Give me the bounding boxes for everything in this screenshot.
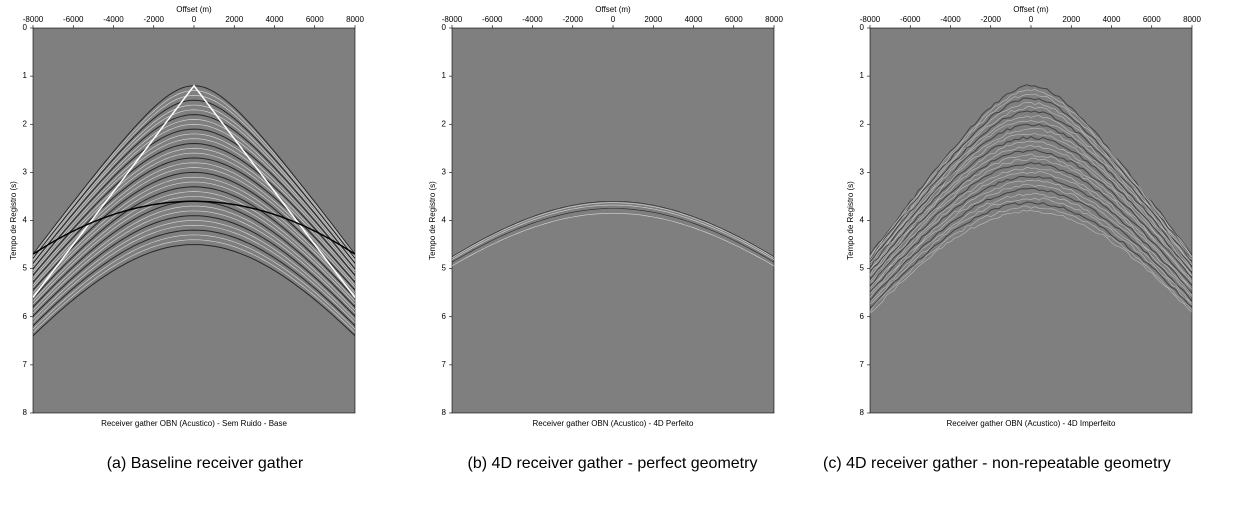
x-axis-label: Offset (m) [176, 5, 212, 14]
y-tick-label: 2 [442, 119, 447, 128]
x-tick-label: 0 [1029, 15, 1034, 24]
y-tick-label: 3 [860, 167, 865, 176]
caption: (b) 4D receiver gather - perfect geometr… [410, 453, 815, 475]
y-tick-label: 3 [23, 167, 28, 176]
x-tick-label: 6000 [306, 15, 324, 24]
y-tick-label: 6 [860, 312, 865, 321]
caption: (c) 4D receiver gather - non-repeatable … [823, 453, 1240, 475]
x-tick-label: 8000 [346, 15, 364, 24]
x-tick-label: 4000 [685, 15, 703, 24]
x-tick-label: 2000 [225, 15, 243, 24]
y-tick-label: 5 [442, 264, 447, 273]
y-tick-label: 0 [442, 23, 447, 32]
x-tick-label: 0 [611, 15, 616, 24]
y-tick-label: 5 [860, 264, 865, 273]
y-tick-label: 1 [23, 71, 28, 80]
y-tick-label: 4 [442, 216, 447, 225]
x-tick-label: 2000 [1062, 15, 1080, 24]
y-axis-label: Tempo de Registro (s) [9, 181, 18, 260]
x-tick-label: 8000 [1183, 15, 1201, 24]
chart-title: Receiver gather OBN (Acustico) - 4D Perf… [533, 419, 694, 428]
y-axis-label: Tempo de Registro (s) [428, 181, 437, 260]
x-tick-label: -6000 [900, 15, 921, 24]
x-tick-label: -6000 [482, 15, 503, 24]
y-tick-label: 4 [23, 216, 28, 225]
x-tick-label: 4000 [266, 15, 284, 24]
y-tick-label: 7 [23, 360, 28, 369]
y-tick-label: 2 [23, 119, 28, 128]
x-tick-label: 8000 [765, 15, 783, 24]
x-tick-label: -4000 [103, 15, 124, 24]
y-tick-label: 8 [860, 408, 865, 417]
x-tick-label: -4000 [522, 15, 543, 24]
y-tick-label: 4 [860, 216, 865, 225]
chart-title: Receiver gather OBN (Acustico) - 4D Impe… [947, 419, 1116, 428]
x-tick-label: -2000 [144, 15, 165, 24]
y-tick-label: 0 [23, 23, 28, 32]
y-tick-label: 8 [442, 408, 447, 417]
y-tick-label: 8 [23, 408, 28, 417]
y-tick-label: 1 [860, 71, 865, 80]
x-tick-label: 0 [192, 15, 197, 24]
x-tick-label: -4000 [940, 15, 961, 24]
chart-title: Receiver gather OBN (Acustico) - Sem Rui… [101, 419, 287, 428]
y-tick-label: 3 [442, 167, 447, 176]
y-tick-label: 0 [860, 23, 865, 32]
y-tick-label: 5 [23, 264, 28, 273]
x-axis-label: Offset (m) [595, 5, 631, 14]
x-tick-label: 4000 [1103, 15, 1121, 24]
x-tick-label: 2000 [644, 15, 662, 24]
x-tick-label: 6000 [1143, 15, 1161, 24]
y-tick-label: 7 [442, 360, 447, 369]
x-tick-label: 6000 [725, 15, 743, 24]
y-tick-label: 6 [23, 312, 28, 321]
y-axis-label: Tempo de Registro (s) [846, 181, 855, 260]
y-tick-label: 2 [860, 119, 865, 128]
x-tick-label: -6000 [63, 15, 84, 24]
y-tick-label: 1 [442, 71, 447, 80]
plot-background [452, 28, 774, 413]
y-tick-label: 6 [442, 312, 447, 321]
x-tick-label: -2000 [981, 15, 1002, 24]
caption: (a) Baseline receiver gather [60, 453, 350, 475]
x-tick-label: -2000 [563, 15, 584, 24]
y-tick-label: 7 [860, 360, 865, 369]
x-axis-label: Offset (m) [1013, 5, 1049, 14]
